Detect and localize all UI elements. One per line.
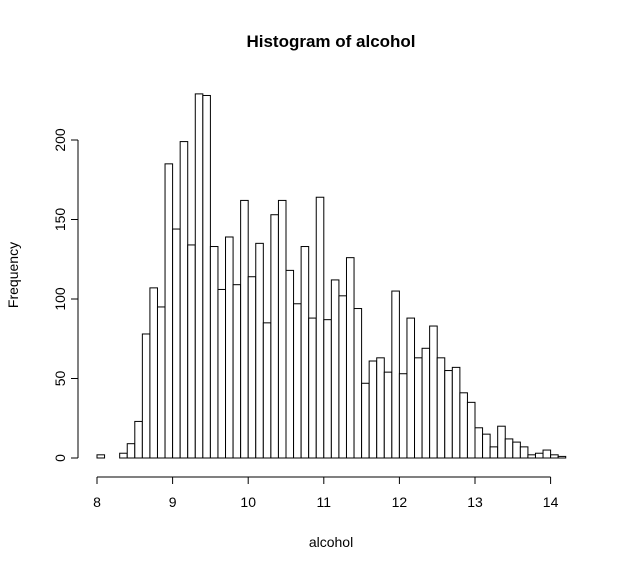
y-tick-label: 150 xyxy=(52,208,68,232)
histogram-bar xyxy=(391,290,400,459)
y-tick-label: 0 xyxy=(52,454,68,462)
histogram-bar xyxy=(172,228,181,459)
histogram-bar xyxy=(194,93,204,459)
x-tick-label: 14 xyxy=(543,494,559,510)
histogram-bar xyxy=(504,438,514,459)
histogram-bar xyxy=(164,163,174,459)
x-tick-label: 11 xyxy=(317,494,332,510)
histogram-bar xyxy=(156,306,166,459)
histogram-bar xyxy=(300,246,310,459)
histogram-bar xyxy=(338,295,347,459)
histogram-bar xyxy=(270,214,279,459)
histogram-bar xyxy=(323,319,332,459)
x-tick-label: 9 xyxy=(169,494,177,510)
histogram-bar xyxy=(482,433,491,459)
x-axis: 8 9 10 11 12 13 14 xyxy=(93,476,559,510)
histogram-bar xyxy=(187,244,196,459)
histogram-bar xyxy=(550,454,559,459)
histogram-bar xyxy=(247,276,257,459)
y-tick-label: 200 xyxy=(52,128,68,152)
histogram-bar xyxy=(414,357,423,459)
histogram-bar xyxy=(497,425,506,459)
histogram-bar xyxy=(202,94,211,459)
x-axis-label: alcohol xyxy=(309,534,353,550)
x-tick-label: 13 xyxy=(467,494,483,510)
histogram-bar xyxy=(406,317,416,459)
histogram-bar xyxy=(345,257,355,459)
histogram-bar xyxy=(376,357,385,459)
histogram-bar xyxy=(459,392,468,459)
histogram-bar xyxy=(308,317,317,459)
histogram-bar xyxy=(368,360,378,459)
histogram-bar xyxy=(240,199,249,459)
histogram-bar xyxy=(209,246,219,459)
histogram-bar xyxy=(96,454,106,459)
chart-title: Histogram of alcohol xyxy=(246,32,415,51)
histogram-bar xyxy=(421,347,431,459)
histogram-bar xyxy=(512,441,521,459)
histogram-bar xyxy=(262,322,272,459)
histogram-bar xyxy=(225,236,234,459)
histogram-bar xyxy=(444,370,453,459)
histogram-bar xyxy=(519,446,529,459)
histogram-bar xyxy=(315,196,325,459)
histogram-bar xyxy=(330,279,340,459)
histogram-bar xyxy=(557,455,567,459)
histogram-bar xyxy=(149,287,158,459)
y-tick-label: 100 xyxy=(52,287,68,311)
histogram-bar xyxy=(436,357,446,459)
y-axis-label: Frequency xyxy=(5,242,21,308)
histogram-bar xyxy=(277,199,287,459)
histogram-bar xyxy=(293,303,302,459)
y-axis: 0 50 100 150 200 xyxy=(52,128,79,462)
histogram-bar xyxy=(489,446,499,459)
bars-group xyxy=(96,93,567,459)
histogram-bar xyxy=(361,382,370,459)
x-tick-label: 10 xyxy=(240,494,256,510)
histogram-bar xyxy=(255,242,264,459)
y-tick-label: 50 xyxy=(52,371,68,387)
histogram-bar xyxy=(232,284,242,459)
histogram-bar xyxy=(527,454,536,459)
histogram-bar xyxy=(217,288,227,459)
histogram-bar xyxy=(141,333,151,459)
histogram-bar xyxy=(542,449,552,459)
histogram-bar xyxy=(398,373,408,459)
x-tick-label: 12 xyxy=(392,494,408,510)
histogram-bar xyxy=(534,452,544,459)
histogram-bar xyxy=(134,420,143,459)
histogram-bar xyxy=(474,427,484,459)
histogram-bar xyxy=(451,366,461,459)
histogram-bar xyxy=(119,452,128,459)
histogram-bar xyxy=(353,308,363,459)
histogram-bar xyxy=(285,269,295,459)
histogram-bar xyxy=(466,401,476,459)
histogram-bar xyxy=(429,325,438,459)
histogram-bar xyxy=(383,371,393,459)
histogram-bar xyxy=(126,443,136,459)
histogram-bar xyxy=(179,141,189,459)
x-tick-label: 8 xyxy=(93,494,101,510)
